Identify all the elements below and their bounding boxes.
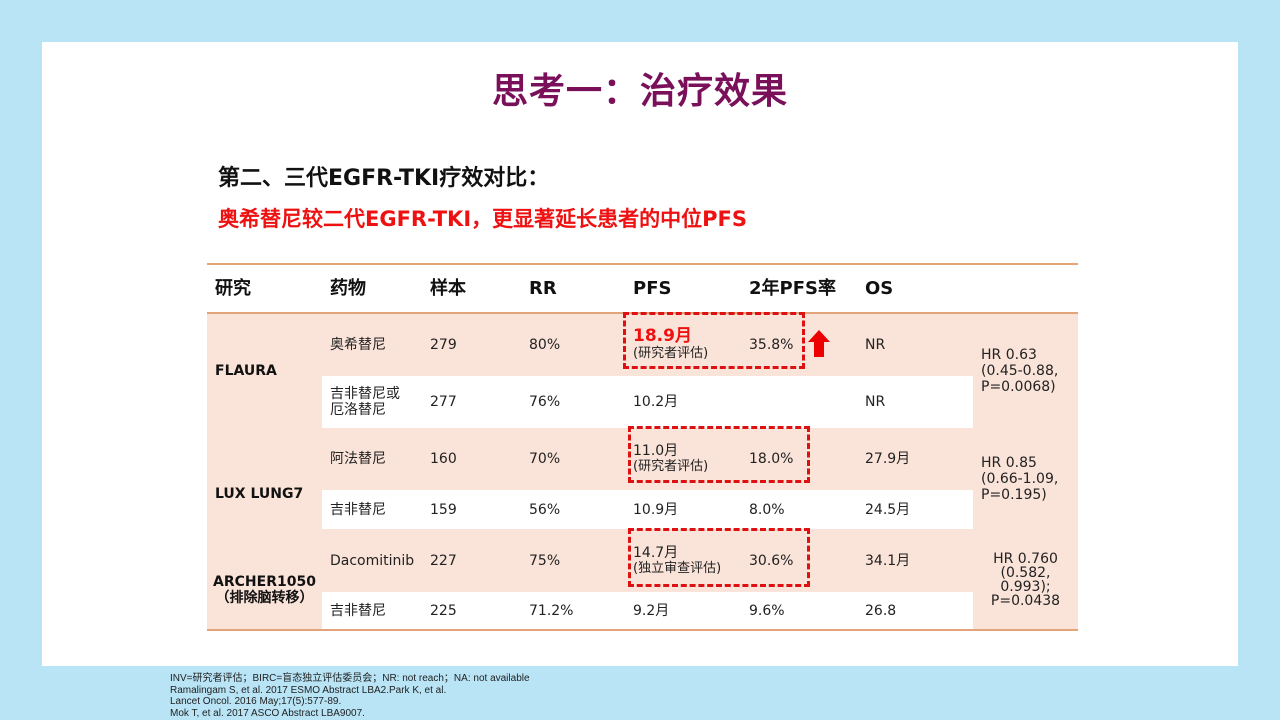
os-cell: 34.1月 <box>865 552 911 569</box>
os-cell: 26.8 <box>865 603 897 619</box>
footnote-line: INV=研究者评估；BIRC=盲态独立评估委员会；NR: not reach；N… <box>170 673 530 684</box>
key-message: 奥希替尼较二代EGFR-TKI，更显著延长患者的中位PFS <box>218 207 747 231</box>
drug-cell: 吉非替尼 <box>330 501 386 518</box>
pfs-2y-cell: 30.6% <box>749 552 794 569</box>
pfs-cell: 10.2月 <box>633 394 679 410</box>
efficacy-comparison-table: 研究 药物 样本 RR PFS 2年PFS率 OS FLAURA 奥希替尼 27… <box>207 263 1078 631</box>
os-cell: NR <box>865 394 886 410</box>
sample-cell: 160 <box>430 451 457 467</box>
col-header-pfs-2y: 2年PFS率 <box>749 277 836 299</box>
col-header-pfs: PFS <box>633 277 672 299</box>
col-header-drug: 药物 <box>330 277 366 299</box>
rr-cell: 70% <box>529 451 561 467</box>
row-bg-white <box>322 376 973 428</box>
pfs-2y-cell: 8.0% <box>749 501 785 518</box>
pfs-cell: 14.7月 (独立审查评估) <box>633 529 721 592</box>
sample-cell: 227 <box>430 552 457 569</box>
sample-cell: 279 <box>430 336 457 353</box>
pfs-2y-cell: 9.6% <box>749 603 785 619</box>
pfs-note: (研究者评估) <box>633 459 709 474</box>
pfs-cell: 9.2月 <box>633 603 670 619</box>
pfs-note: (独立审查评估) <box>633 560 722 576</box>
os-cell: 27.9月 <box>865 451 911 467</box>
slide-subtitle: 第二、三代EGFR-TKI疗效对比： <box>218 166 550 191</box>
pfs-value: 14.7月 <box>633 544 679 561</box>
highlight-box-luxlung7 <box>628 426 810 483</box>
pfs-value: 11.0月 <box>633 443 679 459</box>
os-cell: 24.5月 <box>865 501 911 518</box>
row-bg-white <box>322 490 973 529</box>
pfs-cell: 11.0月 (研究者评估) <box>633 428 708 490</box>
col-header-rr: RR <box>529 277 557 299</box>
footnotes: INV=研究者评估；BIRC=盲态独立评估委员会；NR: not reach；N… <box>170 673 530 719</box>
drug-cell: Dacomitinib <box>330 552 415 569</box>
col-header-sample: 样本 <box>430 277 466 299</box>
sample-cell: 225 <box>430 603 457 619</box>
footnote-line: Lancet Oncol. 2016 May;17(5):577-89. <box>170 696 342 707</box>
footnote-line: Mok T, et al. 2017 ASCO Abstract LBA9007… <box>170 707 365 719</box>
rr-cell: 76% <box>529 394 561 410</box>
drug-cell: 吉非替尼或 厄洛替尼 <box>330 386 400 418</box>
pfs-cell: 18.9月 (研究者评估) <box>633 313 708 376</box>
sample-cell: 277 <box>430 394 457 410</box>
pfs-2y-cell: 35.8% <box>749 336 794 353</box>
drug-cell: 奥希替尼 <box>330 336 386 353</box>
drug-cell: 阿法替尼 <box>330 451 386 467</box>
sample-cell: 159 <box>430 501 457 518</box>
pfs-note: (研究者评估) <box>633 346 709 361</box>
hazard-ratio-cell: HR 0.63 (0.45-0.88, P=0.0068) <box>981 346 1059 395</box>
study-subgroup: （排除脑转移） <box>215 589 314 606</box>
os-cell: NR <box>865 336 886 353</box>
study-name: FLAURA <box>215 362 277 379</box>
col-header-os: OS <box>865 277 894 299</box>
rr-cell: 71.2% <box>529 603 574 619</box>
highlight-box-flaura <box>623 312 805 369</box>
footnote-line: Ramalingam S, et al. 2017 ESMO Abstract … <box>170 684 447 696</box>
study-name: ARCHER1050 <box>213 573 316 590</box>
table-top-rule <box>207 263 1078 265</box>
drug-cell: 吉非替尼 <box>330 603 386 619</box>
pfs-2y-cell: 18.0% <box>749 451 794 467</box>
rr-cell: 75% <box>529 552 561 569</box>
table-bottom-rule <box>207 629 1078 631</box>
pfs-value: 18.9月 <box>633 326 692 346</box>
study-name: LUX LUNG7 <box>215 485 304 502</box>
table-body-bg <box>207 313 1078 630</box>
up-arrow-icon <box>808 330 830 357</box>
study-name-block: ARCHER1050 （排除脑转移） <box>207 529 322 630</box>
rr-cell: 56% <box>529 501 561 518</box>
rr-cell: 80% <box>529 336 561 353</box>
highlight-box-archer1050 <box>628 528 810 587</box>
slide-title: 思考一：治疗效果 <box>491 71 788 112</box>
pfs-cell: 10.9月 <box>633 501 679 518</box>
row-bg-white <box>322 592 973 630</box>
hazard-ratio-cell: HR 0.85 (0.66-1.09, P=0.195) <box>981 454 1059 503</box>
col-header-study: 研究 <box>215 277 251 299</box>
hazard-ratio-cell: HR 0.760 (0.582, 0.993); P=0.0438 <box>990 550 1061 609</box>
